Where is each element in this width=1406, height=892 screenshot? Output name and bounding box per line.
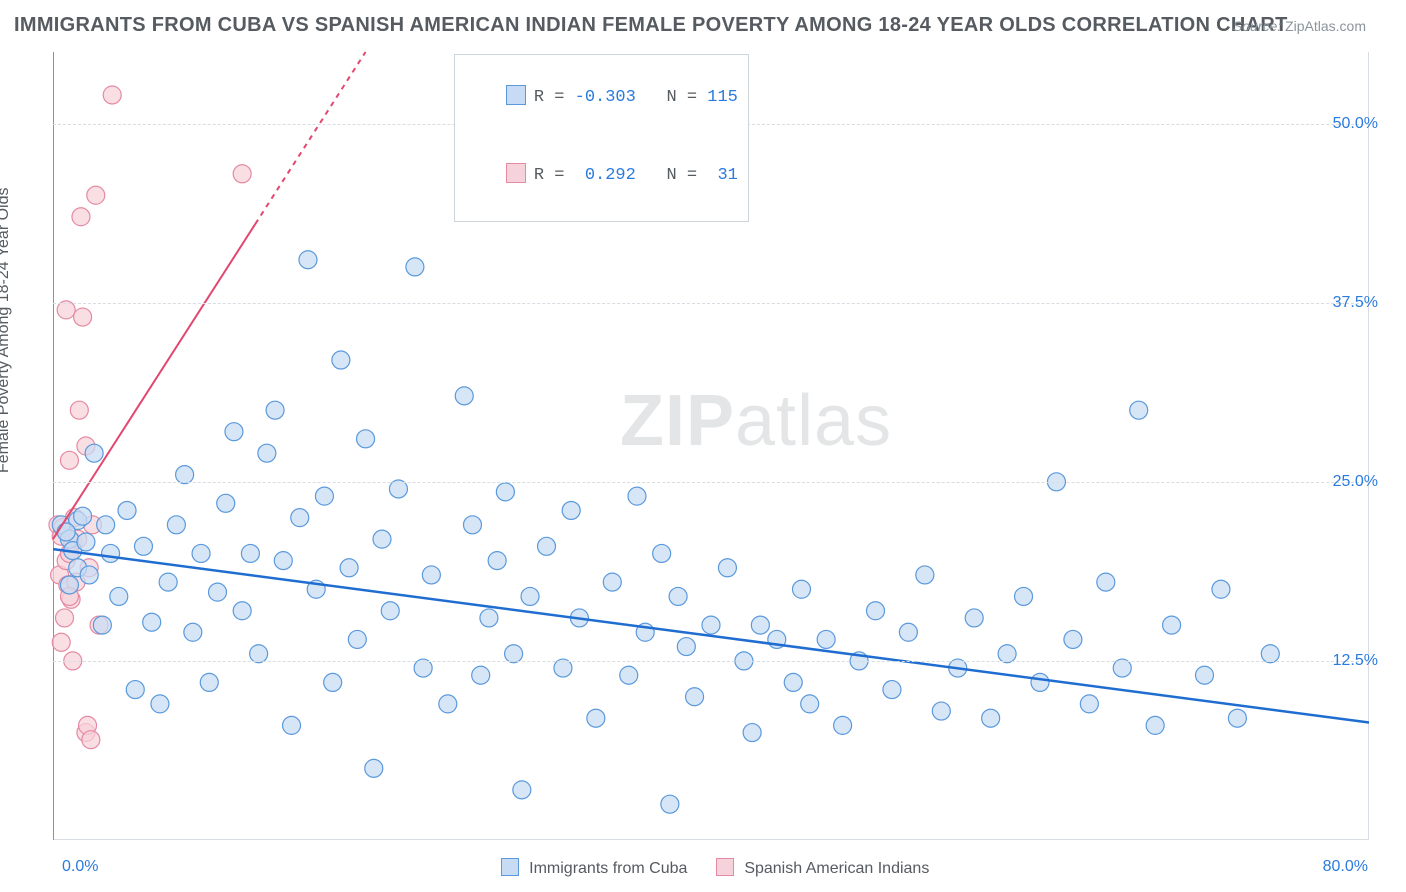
source-label: Source: <box>1233 18 1281 34</box>
y-tick-label: 37.5% <box>1333 294 1378 312</box>
correlation-legend-row-pink: R = 0.292 N = 31 <box>465 137 738 215</box>
gridline-horizontal <box>53 482 1369 483</box>
chart-title: IMMIGRANTS FROM CUBA VS SPANISH AMERICAN… <box>14 14 1288 37</box>
series-legend: Immigrants from Cuba Spanish American In… <box>0 858 1406 878</box>
gridline-horizontal <box>53 303 1369 304</box>
y-tick-label: 50.0% <box>1333 115 1378 133</box>
y-axis-title: Female Poverty Among 18-24 Year Olds <box>0 188 13 474</box>
correlation-legend-row-blue: R = -0.303 N = 115 <box>465 59 738 137</box>
gridline-horizontal <box>53 661 1369 662</box>
y-tick-label: 12.5% <box>1333 652 1378 670</box>
swatch-blue-icon <box>506 85 526 105</box>
swatch-pink-icon <box>506 163 526 183</box>
legend-swatch-pink-icon <box>716 858 734 876</box>
source-attribution: Source: ZipAtlas.com <box>1233 18 1366 34</box>
source-name: ZipAtlas.com <box>1285 18 1366 34</box>
legend-label-pink: Spanish American Indians <box>744 860 929 877</box>
correlation-legend: R = -0.303 N = 115 R = 0.292 N = 31 <box>454 54 749 222</box>
y-tick-label: 25.0% <box>1333 473 1378 491</box>
legend-swatch-blue-icon <box>501 858 519 876</box>
legend-label-blue: Immigrants from Cuba <box>529 860 687 877</box>
